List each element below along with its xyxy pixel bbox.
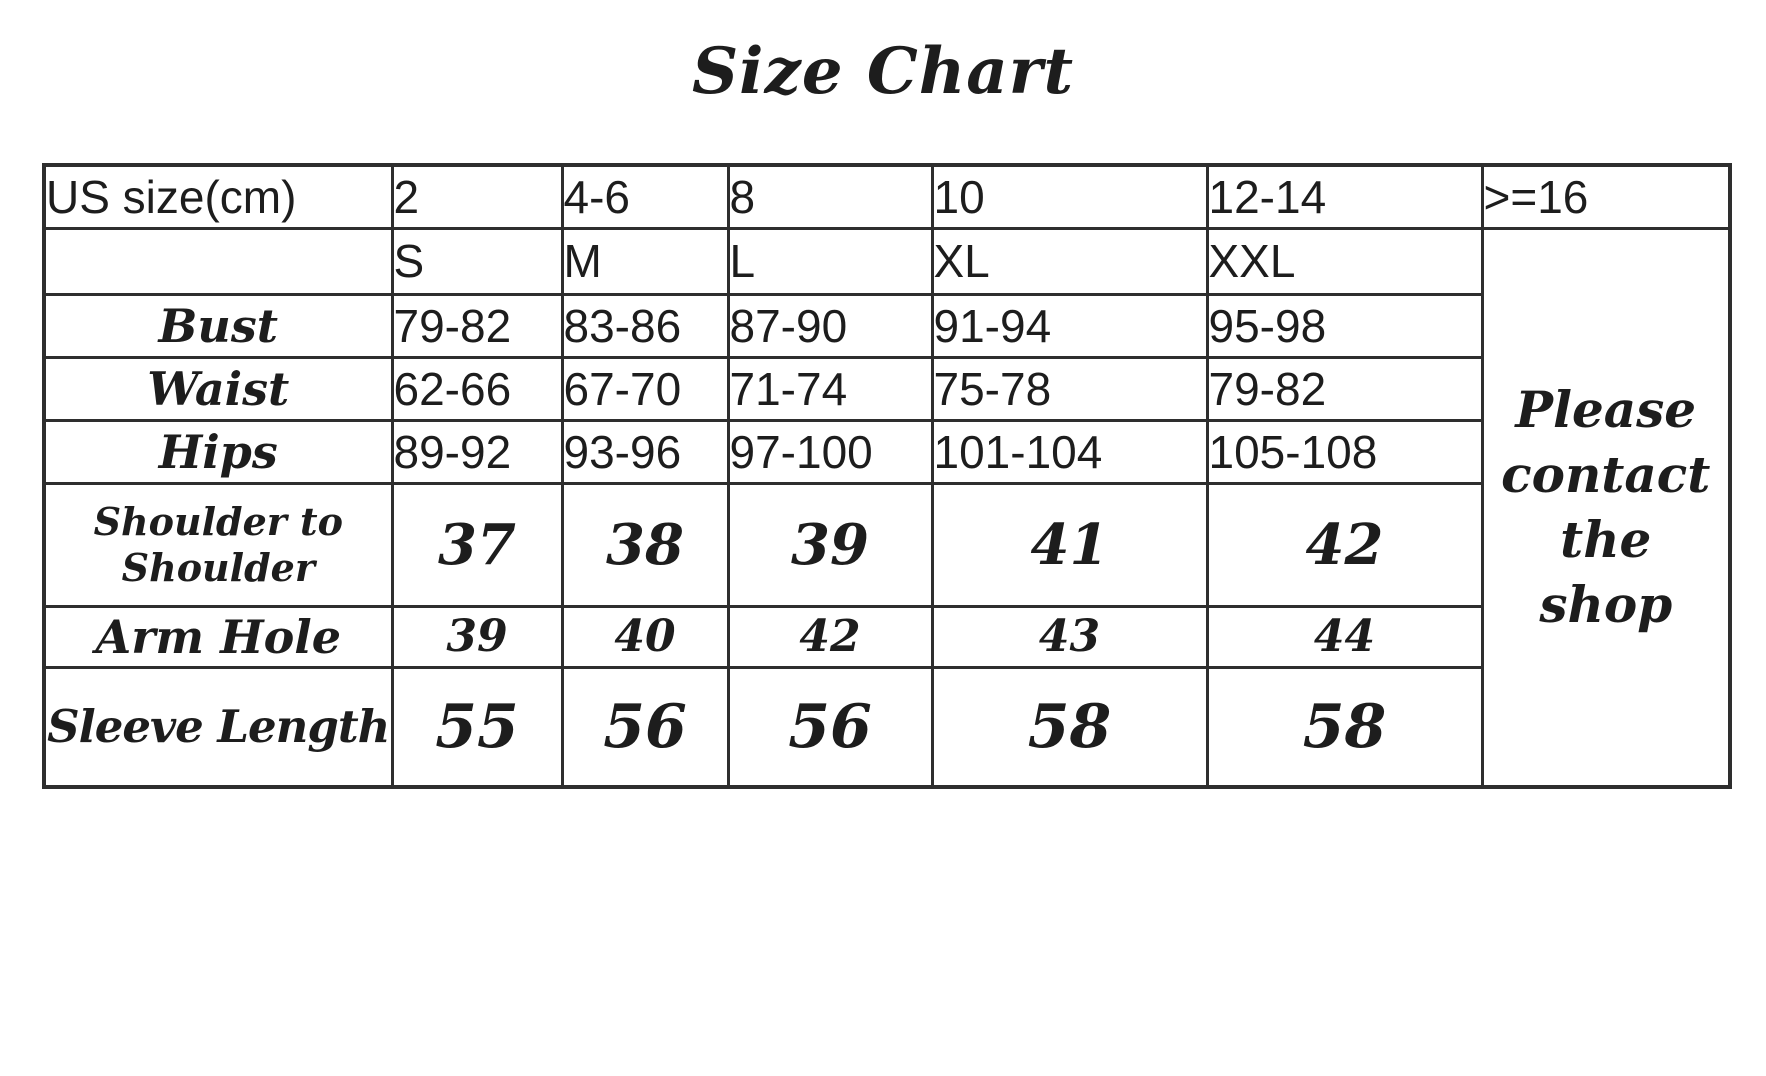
- row-label-waist: Waist: [42, 355, 394, 422]
- sleeve-value-m: 56: [560, 665, 730, 789]
- shoulder-value-s: 37: [390, 481, 564, 608]
- shoulder-value-l: 39: [726, 481, 934, 608]
- bust-value-s: 79-82: [390, 292, 564, 359]
- sleeve-value-l: 56: [726, 665, 934, 789]
- row-label-hips: Hips: [42, 418, 394, 485]
- sleeve-value-xl: 58: [930, 665, 1209, 789]
- contact-shop-note-text: Please contact the shop: [1501, 380, 1711, 635]
- size-xl: XL: [930, 226, 1209, 296]
- header-us-size-16plus: >=16: [1480, 163, 1732, 230]
- header-us-size-2: 2: [390, 163, 564, 230]
- arm-hole-row: Arm Hole 39 40 42 43 44: [42, 604, 1730, 669]
- header-us-size-4-6: 4-6: [560, 163, 730, 230]
- sleeve-value-s: 55: [390, 665, 564, 789]
- row-label-shoulder-to-shoulder: Shoulder to Shoulder: [42, 481, 394, 608]
- row-label-sleeve-length: Sleeve Length: [42, 665, 394, 789]
- waist-row: Waist 62-66 67-70 71-74 75-78 79-82: [42, 355, 1730, 422]
- arm-hole-value-xl: 43: [930, 604, 1209, 669]
- bust-row: Bust 79-82 83-86 87-90 91-94 95-98: [42, 292, 1730, 359]
- size-chart-table: US size(cm) 2 4-6 8 10 12-14 >=16 S M L …: [42, 163, 1732, 789]
- contact-shop-note: Please contact the shop: [1480, 226, 1732, 789]
- bust-value-l: 87-90: [726, 292, 934, 359]
- hips-value-l: 97-100: [726, 418, 934, 485]
- hips-value-xl: 101-104: [930, 418, 1209, 485]
- arm-hole-value-s: 39: [390, 604, 564, 669]
- bust-value-xxl: 95-98: [1205, 292, 1484, 359]
- header-us-size-12-14: 12-14: [1205, 163, 1484, 230]
- hips-row: Hips 89-92 93-96 97-100 101-104 105-108: [42, 418, 1730, 485]
- size-xxl: XXL: [1205, 226, 1484, 296]
- row-label-arm-hole: Arm Hole: [42, 604, 394, 669]
- sleeve-value-xxl: 58: [1205, 665, 1484, 789]
- shoulder-value-xl: 41: [930, 481, 1209, 608]
- waist-value-xl: 75-78: [930, 355, 1209, 422]
- arm-hole-value-m: 40: [560, 604, 730, 669]
- header-us-size-8: 8: [726, 163, 934, 230]
- shoulder-row: Shoulder to Shoulder 37 38 39 41 42: [42, 481, 1730, 608]
- row-label-bust: Bust: [42, 292, 394, 359]
- hips-value-xxl: 105-108: [1205, 418, 1484, 485]
- waist-value-s: 62-66: [390, 355, 564, 422]
- hips-value-s: 89-92: [390, 418, 564, 485]
- arm-hole-value-xxl: 44: [1205, 604, 1484, 669]
- header-label-us-size: US size(cm): [42, 163, 394, 230]
- bust-value-xl: 91-94: [930, 292, 1209, 359]
- size-s: S: [390, 226, 564, 296]
- bust-value-m: 83-86: [560, 292, 730, 359]
- shoulder-value-m: 38: [560, 481, 730, 608]
- waist-value-m: 67-70: [560, 355, 730, 422]
- waist-value-l: 71-74: [726, 355, 934, 422]
- size-l: L: [726, 226, 934, 296]
- size-m: M: [560, 226, 730, 296]
- waist-value-xxl: 79-82: [1205, 355, 1484, 422]
- page-title: Size Chart: [691, 34, 1075, 109]
- header-us-size-10: 10: [930, 163, 1209, 230]
- hips-value-m: 93-96: [560, 418, 730, 485]
- arm-hole-value-l: 42: [726, 604, 934, 669]
- sleeve-length-row: Sleeve Length 55 56 56 58 58: [42, 665, 1730, 789]
- shoulder-value-xxl: 42: [1205, 481, 1484, 608]
- header-row: US size(cm) 2 4-6 8 10 12-14 >=16: [42, 163, 1732, 230]
- size-row-empty-cell: [42, 226, 394, 296]
- size-letters-row: S M L XL XXL Please contact the shop: [42, 226, 1732, 789]
